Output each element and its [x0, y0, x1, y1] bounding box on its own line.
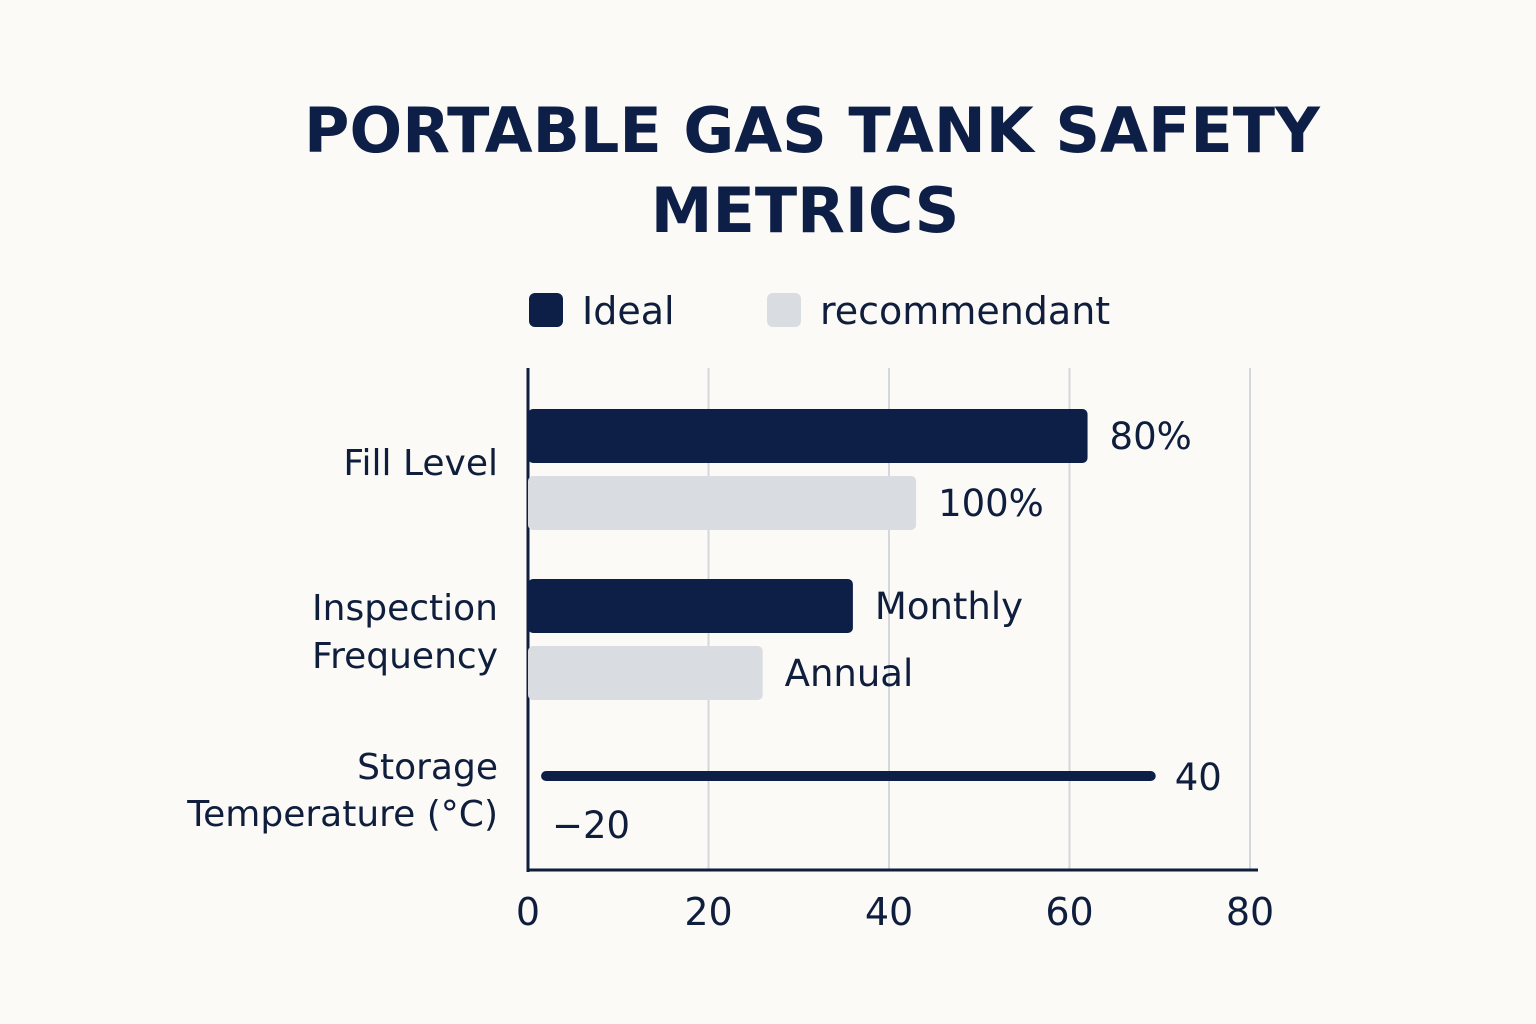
- x-tick-label-4: 60: [1045, 890, 1093, 934]
- legend-label-1: Ideal: [582, 289, 675, 333]
- x-tick-label-3: 40: [865, 890, 913, 934]
- legend-swatch-1: [529, 293, 563, 327]
- category-label-3-line-1: Storage: [357, 747, 498, 788]
- bar-ideal-2: [528, 579, 853, 633]
- data-label-ideal-2: Monthly: [875, 585, 1023, 628]
- chart-title-line-1: PORTABLE GAS TANK SAFETY: [304, 94, 1321, 167]
- bar-recommendant-2: [528, 646, 763, 700]
- data-label-recommendant-1: 100%: [938, 482, 1044, 525]
- range-max-label: 40: [1175, 756, 1222, 799]
- chart-title-line-2: METRICS: [651, 174, 959, 247]
- x-tick-label-2: 20: [684, 890, 732, 934]
- bar-recommendant-1: [528, 476, 917, 530]
- category-label-2-line-2: Frequency: [312, 636, 498, 677]
- data-label-recommendant-2: Annual: [785, 652, 914, 695]
- data-label-ideal-1: 80%: [1110, 415, 1192, 458]
- legend-swatch-2: [767, 293, 801, 327]
- x-tick-label-5: 80: [1226, 890, 1274, 934]
- legend-label-2: recommendant: [820, 289, 1110, 333]
- category-label-1-line-1: Fill Level: [343, 443, 498, 484]
- x-tick-label-1: 0: [516, 890, 540, 934]
- range-min-label: −20: [552, 804, 630, 847]
- bar-ideal-1: [528, 409, 1088, 463]
- category-label-2-line-1: Inspection: [312, 588, 498, 629]
- category-label-3-line-2: Temperature (°C): [186, 794, 498, 835]
